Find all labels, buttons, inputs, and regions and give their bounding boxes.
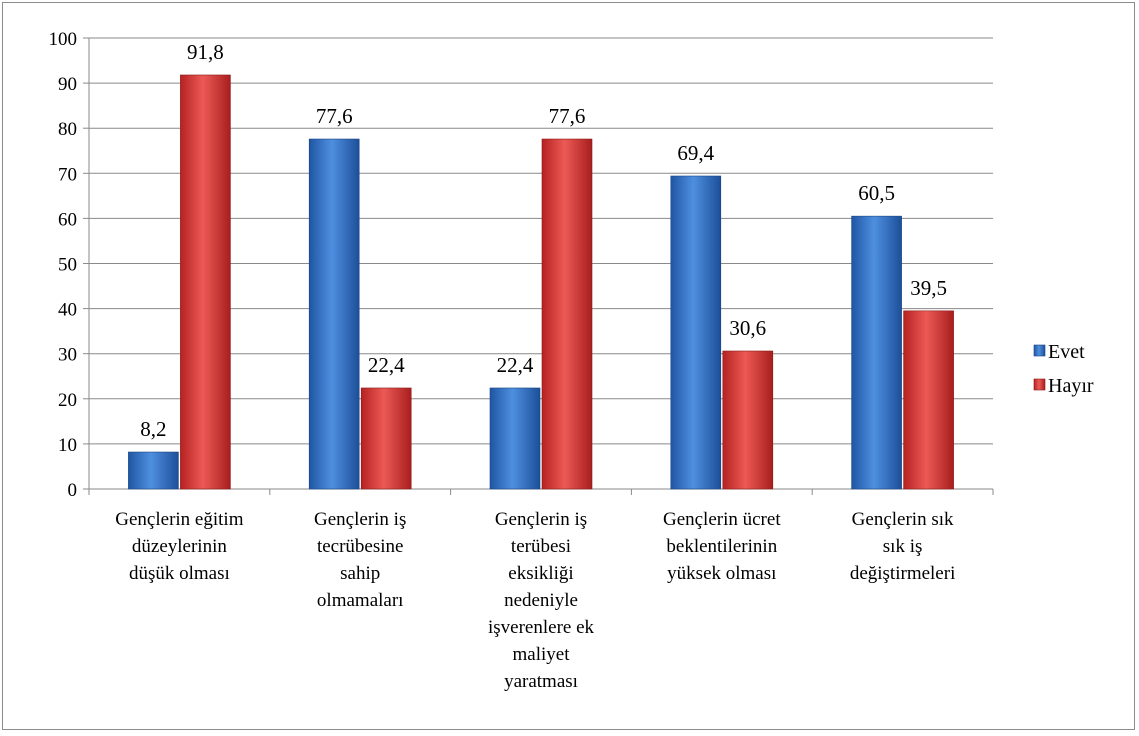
y-tick-label: 0 xyxy=(68,480,78,501)
legend: Evet Hayır xyxy=(1033,341,1094,397)
x-category-label: Gençlerin eğitim düzeylerinin düşük olması xyxy=(115,509,243,584)
y-tick-label: 100 xyxy=(49,29,78,50)
legend-swatch xyxy=(1033,378,1046,391)
data-label: 22,4 xyxy=(368,353,405,377)
y-tick-label: 70 xyxy=(58,164,77,185)
grid-lines xyxy=(89,37,993,445)
data-label: 91,8 xyxy=(187,40,224,64)
data-label: 39,5 xyxy=(910,276,947,300)
x-category-label: Gençlerin iş tecrübesine sahip olmamaları xyxy=(314,509,406,611)
bar-hay-r-0 xyxy=(180,74,231,490)
data-label: 77,6 xyxy=(549,104,586,128)
y-tick-label: 30 xyxy=(58,345,77,366)
data-label: 30,6 xyxy=(729,316,766,340)
bar-evet-2 xyxy=(489,387,541,490)
legend-label: Hayır xyxy=(1048,375,1094,397)
data-label: 22,4 xyxy=(497,353,534,377)
y-tick-label: 90 xyxy=(58,74,77,95)
data-label: 77,6 xyxy=(316,104,353,128)
bar-evet-4 xyxy=(851,215,902,490)
y-tick-label: 50 xyxy=(58,255,77,276)
bar-chart: 0 10 20 30 40 50 60 70 80 90 100 8,2 91,8 Gençlerin e… xyxy=(49,29,1094,692)
axes xyxy=(83,37,994,495)
x-category-label: Gençlerin iş terübesi eksikliği nedeniyle iş… xyxy=(488,509,595,692)
legend-label: Evet xyxy=(1048,341,1085,363)
x-category-label: Gençlerin sık sık iş değiştirmeleri xyxy=(850,509,956,584)
x-category-label: Gençlerin ücret beklentilerinin yüksek olm… xyxy=(663,509,781,584)
labels: 0 10 20 30 40 50 60 70 80 90 100 8,2 91,8 Gençlerin e… xyxy=(49,29,956,692)
bar-hay-r-2 xyxy=(541,138,593,490)
bar-hay-r-3 xyxy=(722,350,774,490)
data-label: 60,5 xyxy=(858,181,895,205)
y-tick-label: 80 xyxy=(58,119,77,140)
bar-evet-3 xyxy=(670,175,722,490)
y-tick-label: 60 xyxy=(58,209,77,230)
data-label: 8,2 xyxy=(140,417,166,441)
data-label: 69,4 xyxy=(677,141,714,165)
legend-swatch xyxy=(1033,344,1046,357)
bar-hay-r-4 xyxy=(903,310,954,490)
y-tick-label: 40 xyxy=(58,300,77,321)
y-tick-label: 10 xyxy=(58,435,77,456)
bar-hay-r-1 xyxy=(360,387,412,490)
y-tick-label: 20 xyxy=(58,390,77,411)
bar-evet-1 xyxy=(308,138,360,490)
bar-evet-0 xyxy=(128,451,179,490)
bars xyxy=(128,74,954,490)
